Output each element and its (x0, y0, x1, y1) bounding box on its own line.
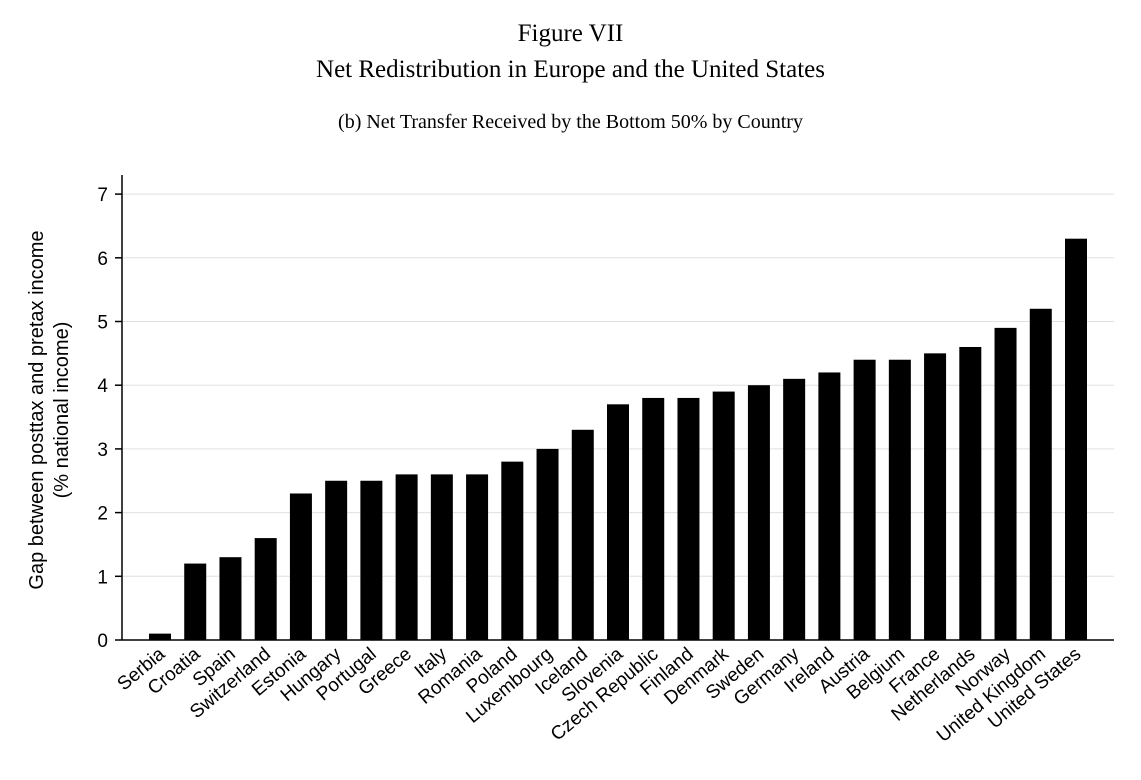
bar-united-kingdom (1029, 308, 1052, 640)
bar-austria (853, 359, 876, 640)
bar-iceland (571, 429, 594, 640)
y-tick-label: 6 (97, 249, 108, 270)
bar-germany (783, 378, 806, 640)
bar-sweden (747, 385, 770, 640)
y-tick-labels: 0 1 2 3 4 5 6 7 (97, 185, 122, 652)
y-axis-title-line1: Gap between posttax and pretax income (26, 230, 48, 589)
bar-finland (677, 397, 700, 640)
bar-denmark (712, 391, 735, 640)
y-tick-label: 5 (97, 313, 108, 334)
bar-hungary (325, 480, 348, 640)
y-tick-label: 0 (97, 631, 108, 652)
x-category-labels: SerbiaCroatiaSpainSwitzerlandEstoniaHung… (114, 643, 1086, 746)
y-tick-label: 2 (97, 504, 108, 525)
bar-netherlands (959, 346, 982, 640)
bar-ireland (818, 372, 841, 640)
bar-united-states (1065, 238, 1087, 641)
figure-label: Figure VII (517, 20, 624, 47)
bar-estonia (289, 493, 312, 640)
y-tick-label: 3 (97, 440, 108, 461)
bar-poland (501, 461, 524, 640)
bar-greece (395, 474, 418, 640)
bar-slovenia (607, 404, 629, 640)
y-axis-title-line2: (% national income) (51, 322, 73, 499)
bar-norway (994, 327, 1017, 640)
bar-czech-republic (642, 397, 665, 640)
bar-croatia (184, 563, 207, 640)
y-tick-label: 4 (97, 376, 108, 397)
bar-romania (466, 474, 489, 640)
y-tick-label: 7 (97, 185, 108, 206)
bar-belgium (888, 359, 911, 640)
bar-spain (219, 557, 242, 640)
bar-serbia (149, 633, 171, 640)
y-tick-label: 1 (97, 567, 108, 588)
bar-italy (430, 474, 453, 640)
axes (121, 175, 1114, 641)
bar-france (924, 353, 947, 640)
figure-title: Net Redistribution in Europe and the Uni… (316, 56, 825, 83)
bars (149, 238, 1087, 641)
bar-luxembourg (536, 448, 559, 640)
bar-switzerland (254, 538, 277, 640)
figure-subtitle: (b) Net Transfer Received by the Bottom … (338, 111, 803, 133)
bar-portugal (360, 480, 383, 640)
